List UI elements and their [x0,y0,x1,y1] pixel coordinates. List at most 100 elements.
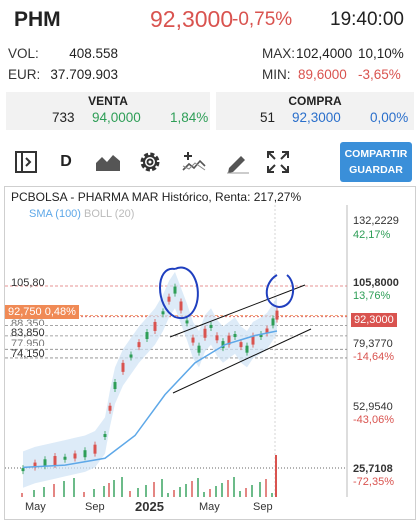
venta-qty: 733 [52,110,75,125]
x-tick-label: May [199,501,220,513]
candle [191,337,195,343]
level-label: 74,150 [11,348,45,360]
candle [153,321,157,331]
axis-value: 52,9540 [353,401,393,413]
candle [227,335,231,345]
candle [83,450,87,458]
volume-bar [185,484,187,497]
volume-bar [108,483,110,497]
volume-bar [63,481,65,497]
share-save-button[interactable]: COMPARTIR GUARDAR [340,142,412,182]
axis-value: 105,8000 [353,277,399,289]
candle [103,434,107,438]
volume-bar [153,482,155,497]
quote-time: 19:40:00 [330,9,404,30]
venta-price: 94,0000 [92,110,141,125]
volume-bar [73,478,75,497]
candle [161,311,165,315]
axis-pct: 13,76% [353,290,391,302]
candle [221,341,225,349]
annotation-circle [159,266,199,320]
gear-icon[interactable] [136,148,164,176]
level-label: 83,850 [11,327,45,339]
axis-value: 25,7108 [353,463,393,475]
boll-legend: BOLL (20) [84,208,135,220]
trend-channel-upper [169,284,306,338]
candle [43,459,47,467]
candle [239,342,243,348]
x-tick-label: 2025 [135,499,164,514]
bollinger-band [23,271,277,488]
last-price: 92,3000 [150,6,234,32]
candle [93,444,97,454]
volume-bar [245,488,247,497]
candle [137,342,141,348]
max-value: 102,4000 [296,46,353,61]
candle [167,296,171,302]
candle [209,324,213,328]
candle [185,320,189,324]
min-pct: -3,65% [358,67,401,82]
volume-bar [251,485,253,497]
candle [53,456,57,466]
candle [233,334,237,338]
price-chart[interactable]: PCBOLSA - PHARMA MAR Histórico, Renta: 2… [4,186,416,520]
eur-label: EUR: [8,67,41,82]
draw-pencil-icon[interactable] [224,148,252,176]
level-label: 105,80 [11,277,45,289]
add-indicator-icon[interactable] [180,148,208,176]
venta-panel[interactable]: VENTA 733 94,0000 1,84% [6,92,210,130]
period-selector[interactable]: D [60,153,72,170]
candle [129,354,133,358]
candle [73,453,77,459]
candle [271,318,275,326]
candle [197,345,201,353]
volume-label: VOL: [8,46,39,61]
compra-background [216,92,414,130]
indicator-legend: SMA (100) BOLL (20) [29,208,134,220]
compra-qty: 51 [260,110,276,125]
axis-pct: -43,06% [353,414,394,426]
volume-bar [239,491,241,497]
compra-price: 92,3000 [292,110,341,125]
compra-panel[interactable]: COMPRA 51 92,3000 0,00% [216,92,414,130]
axis-value: 79,3770 [353,338,393,350]
volume-bar [179,487,181,497]
venta-pct: 1,84% [170,110,209,125]
volume-bar [145,485,147,497]
quote-header: PHM 92,3000 -0,75% 19:40:00 [0,0,420,40]
candle [63,456,67,460]
axis-pct: 42,17% [353,229,391,241]
volume-bar [43,487,45,497]
volume-bar [121,477,123,497]
candle [121,362,125,372]
min-label: MIN: [262,67,291,82]
annotation-circle [265,274,295,309]
candle [245,345,249,353]
volume-bar [21,493,23,497]
max-label: MAX: [262,46,296,61]
volume-value: 408.558 [69,46,118,61]
candle [275,310,279,320]
volume-bar [33,490,35,497]
volume-bar [103,486,105,497]
volume-bar [83,492,85,497]
fullscreen-icon[interactable] [264,148,292,176]
volume-bar [209,489,211,497]
candle [145,332,149,340]
price-change: -0,75% [232,9,293,30]
level-label: 77,950 [11,338,45,346]
level-tag: 92,750 0,48% [5,305,79,319]
candle [108,405,112,411]
sma-legend: SMA (100) [29,208,81,220]
candle [251,335,255,345]
current-price-tag: 92,3000 [351,313,397,327]
volume-bar [227,480,229,497]
axis-pct: -72,35% [353,476,394,488]
candle [173,286,177,294]
sidebar-toggle-icon[interactable] [12,148,40,176]
volume-bar [113,480,115,497]
chart-type-icon[interactable] [94,148,122,176]
share-label: COMPARTIR [344,148,408,160]
candle [21,468,25,472]
